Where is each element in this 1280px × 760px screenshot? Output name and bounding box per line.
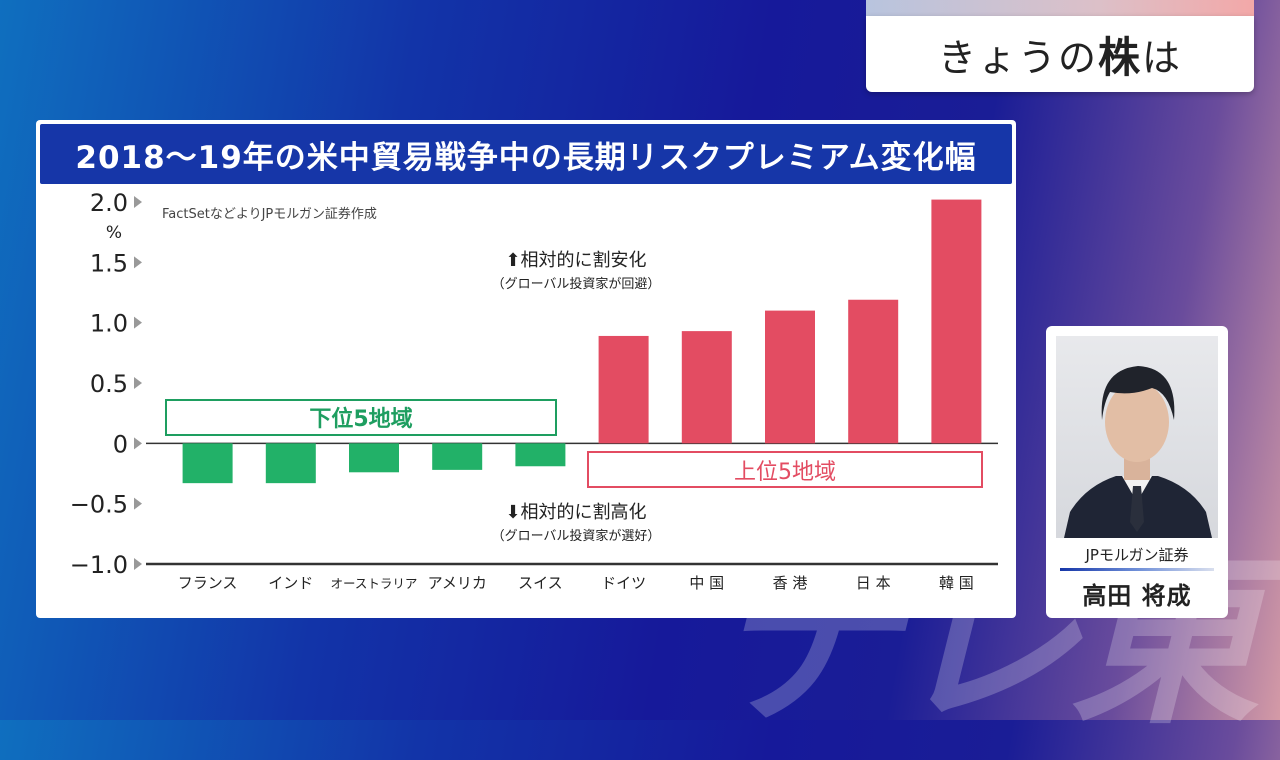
source-note: FactSetなどよりJPモルガン証券作成 — [162, 206, 377, 222]
x-category-label: アメリカ — [428, 574, 487, 592]
segment-title-emphasis: 株 — [1097, 32, 1142, 82]
bar — [681, 331, 732, 444]
commentator-name: 高田 将成 — [1082, 582, 1192, 610]
commentator-company: JPモルガン証券 — [1085, 546, 1189, 564]
y-tick-arrow — [134, 377, 142, 389]
x-category-label: インド — [268, 574, 313, 592]
y-tick-label: 2.0 — [90, 189, 128, 217]
bar — [515, 443, 566, 467]
commentator-card: JPモルガン証券 高田 将成 — [1046, 326, 1228, 618]
bar — [432, 443, 483, 470]
segment-title: きょうの 株 は — [866, 16, 1254, 92]
y-tick-arrow — [134, 558, 142, 570]
bar — [349, 443, 399, 473]
bar — [265, 443, 316, 484]
y-tick-label: −1.0 — [70, 551, 128, 579]
commentator-photo — [1056, 336, 1218, 538]
bar — [848, 299, 899, 444]
y-tick-label: 0 — [113, 430, 128, 458]
x-category-label: 中 国 — [689, 574, 724, 592]
y-unit-label: % — [106, 223, 122, 243]
y-tick-label: 1.0 — [90, 310, 128, 338]
x-category-label: 日 本 — [856, 574, 891, 592]
segment-title-prefix: きょうの — [937, 35, 1098, 80]
bar — [765, 310, 815, 444]
upper-annotation-title: ⬆相対的に割安化 — [505, 250, 646, 271]
x-category-label: 香 港 — [773, 574, 808, 592]
y-tick-label: 1.5 — [90, 249, 128, 277]
y-tick-arrow — [134, 497, 142, 510]
x-category-label: オーストラリア — [331, 576, 418, 591]
upper-annotation-note: （グローバル投資家が回避） — [492, 276, 661, 292]
bar — [931, 199, 982, 444]
y-tick-arrow — [134, 316, 142, 329]
x-category-label: フランス — [178, 574, 238, 592]
bar — [598, 335, 649, 444]
segment-title-suffix: は — [1142, 35, 1183, 80]
chart-panel: 2018～19年の米中貿易戦争中の長期リスクプレミアム変化幅 2.0 1.5 1.0… — [36, 120, 1016, 618]
y-tick-arrow — [134, 196, 142, 208]
y-tick-arrow — [134, 437, 142, 450]
bottom-group-label: 下位5地域 — [309, 406, 412, 432]
lower-annotation-note: （グローバル投資家が選好） — [492, 528, 661, 544]
corner-accent-strip — [866, 0, 1254, 16]
lower-annotation-title: ⬇相対的に割高化 — [505, 502, 646, 523]
y-tick-arrow — [134, 256, 142, 269]
top-group-label: 上位5地域 — [734, 460, 836, 485]
top-group-box — [587, 451, 983, 488]
bar-chart: 2.0 1.5 1.0 0.5 0 −0.5 −1.0% FactSetなどよりJPモルガン証… — [70, 189, 998, 592]
bar — [182, 443, 233, 484]
x-category-label: ドイツ — [601, 574, 646, 592]
x-category-label: 韓 国 — [939, 574, 974, 592]
card-divider — [1060, 568, 1214, 571]
y-tick-label: −0.5 — [70, 491, 128, 519]
x-category-label: スイス — [518, 574, 563, 592]
chart-title: 2018～19年の米中貿易戦争中の長期リスクプレミアム変化幅 — [40, 124, 1012, 184]
bottom-group-box — [165, 399, 557, 436]
y-tick-label: 0.5 — [90, 370, 128, 398]
